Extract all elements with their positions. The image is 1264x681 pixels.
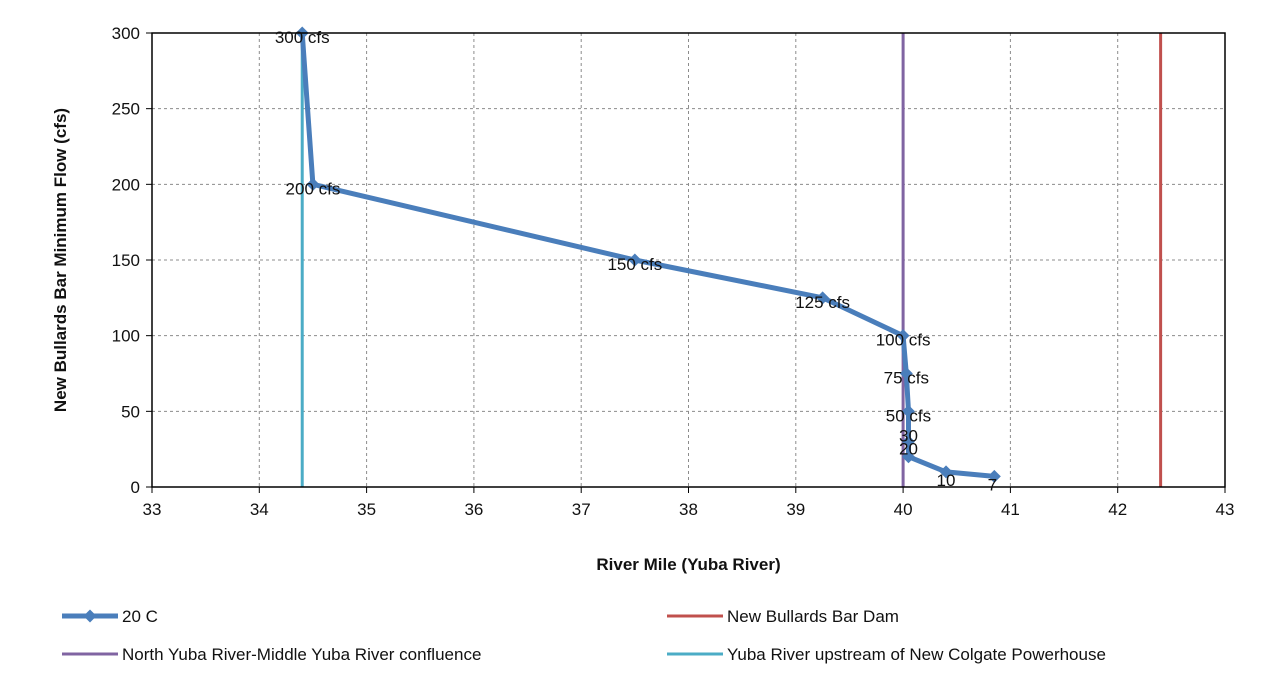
- gridlines: [152, 33, 1225, 487]
- data-label: 100 cfs: [876, 331, 931, 350]
- data-label: 20: [899, 440, 918, 459]
- tick-labels: 33 34 35 36 37 38 39 40 41 42 43 0 50 100 150 200 250 300: [112, 24, 1235, 519]
- data-label: 300 cfs: [275, 28, 330, 47]
- data-point: [939, 465, 953, 479]
- x-tick-label: 34: [250, 500, 269, 519]
- data-point: [987, 469, 1001, 483]
- y-tick-label: 150: [112, 251, 140, 270]
- y-tick-label: 200: [112, 175, 140, 194]
- data-point: [899, 367, 913, 380]
- legend-label: 20 C: [122, 607, 158, 626]
- x-axis-title: River Mile (Yuba River): [596, 555, 780, 574]
- y-tick-label: 250: [112, 100, 140, 119]
- x-tick-label: 33: [143, 500, 162, 519]
- legend-item: New Bullards Bar Dam: [667, 607, 899, 626]
- x-tick-label: 36: [464, 500, 483, 519]
- data-point: [628, 253, 642, 267]
- x-tick-label: 37: [572, 500, 591, 519]
- data-label: 7: [988, 475, 997, 494]
- x-tick-label: 38: [679, 500, 698, 519]
- x-tick-label: 35: [357, 500, 376, 519]
- point-labels: 300 cfs 200 cfs 150 cfs 125 cfs 100 cfs 75 cf…: [275, 28, 997, 494]
- data-label: 75 cfs: [884, 369, 929, 388]
- data-label: 10: [937, 471, 956, 490]
- data-point: [306, 177, 320, 191]
- legend-item: Yuba River upstream of New Colgate Power…: [667, 645, 1106, 664]
- data-label: 50 cfs: [886, 406, 931, 425]
- x-tick-label: 42: [1108, 500, 1127, 519]
- legend-label: New Bullards Bar Dam: [727, 607, 899, 626]
- series-layer: [295, 26, 1001, 483]
- x-tick-label: 41: [1001, 500, 1020, 519]
- legend-marker: [83, 609, 97, 623]
- legend-label: North Yuba River-Middle Yuba River confl…: [122, 645, 481, 664]
- data-point: [901, 435, 915, 449]
- data-point: [901, 404, 915, 418]
- y-tick-label: 50: [121, 402, 140, 421]
- x-tick-label: 40: [894, 500, 913, 519]
- y-axis-title: New Bullards Bar Minimum Flow (cfs): [51, 108, 70, 412]
- data-label: 200 cfs: [286, 179, 341, 198]
- data-label: 30: [899, 427, 918, 446]
- legend-label: Yuba River upstream of New Colgate Power…: [727, 645, 1106, 664]
- legend: 20 C New Bullards Bar Dam North Yuba River…: [62, 607, 1106, 664]
- data-label: 125 cfs: [795, 293, 850, 312]
- x-tick-label: 39: [786, 500, 805, 519]
- y-tick-label: 300: [112, 24, 140, 43]
- data-point: [816, 291, 830, 305]
- data-point: [901, 450, 915, 464]
- data-point: [896, 329, 910, 343]
- legend-item: North Yuba River-Middle Yuba River confl…: [62, 645, 481, 664]
- legend-item: 20 C: [62, 607, 158, 626]
- y-tick-label: 100: [112, 327, 140, 346]
- axes: [146, 32, 1226, 493]
- y-tick-label: 0: [131, 478, 140, 497]
- x-tick-label: 43: [1216, 500, 1235, 519]
- data-label: 150 cfs: [607, 255, 662, 274]
